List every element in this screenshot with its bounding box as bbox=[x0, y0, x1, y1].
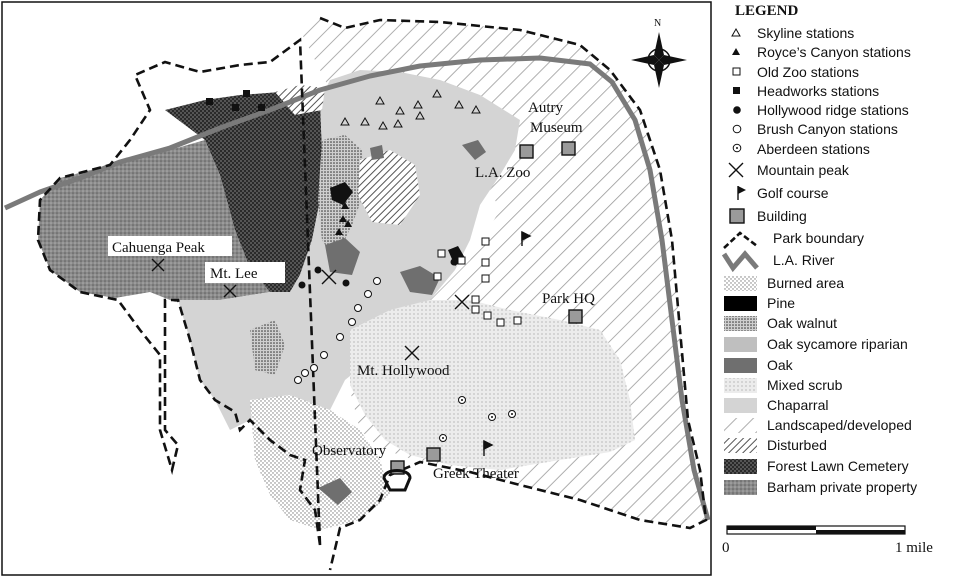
legend-label-park-boundary: Park boundary bbox=[773, 230, 864, 246]
park-boundary bbox=[36, 16, 708, 571]
la-river bbox=[3, 55, 711, 521]
gray-pale-swatch bbox=[724, 398, 757, 413]
oak-walnut-area-south bbox=[250, 320, 285, 375]
observatory-outline bbox=[382, 469, 412, 492]
legend-label-skyline: Skyline stations bbox=[757, 25, 854, 41]
mixed-scrub-area bbox=[350, 300, 635, 470]
scale-bar bbox=[726, 525, 906, 535]
gray-stipple-swatch bbox=[724, 480, 757, 495]
legend-label-forest-lawn: Forest Lawn Cemetery bbox=[767, 458, 909, 474]
burned-area bbox=[250, 395, 390, 530]
aberdeen-station-dots bbox=[442, 399, 513, 439]
zigzag-river-icon bbox=[721, 250, 759, 273]
legend-label-brush-canyon: Brush Canyon stations bbox=[757, 121, 898, 137]
gray-light-swatch bbox=[724, 337, 757, 352]
building-square-icon bbox=[729, 208, 745, 224]
north-label: N bbox=[654, 18, 661, 29]
legend-label-building: Building bbox=[757, 208, 807, 224]
stipple-fine-swatch bbox=[724, 276, 757, 291]
circle-filled-icon bbox=[733, 106, 741, 114]
legend-label-old-zoo: Old Zoo stations bbox=[757, 64, 859, 80]
legend-label-royces: Royce’s Canyon stations bbox=[757, 44, 911, 60]
forest-lawn-cemetery bbox=[165, 92, 322, 292]
aberdeen-stations bbox=[439, 396, 516, 442]
brush-canyon-stations bbox=[294, 277, 381, 384]
legend-label-golf-course: Golf course bbox=[757, 185, 829, 201]
square-filled-icon bbox=[733, 87, 740, 94]
label-la-zoo: L.A. Zoo bbox=[475, 165, 530, 181]
legend-label-burned-area: Burned area bbox=[767, 275, 844, 291]
label-autry-1: Autry bbox=[528, 100, 563, 116]
label-greek-theater: Greek Theater bbox=[433, 466, 519, 482]
x-cross-icon bbox=[728, 162, 744, 178]
golf-course-flags bbox=[483, 230, 532, 456]
stipple-light-swatch bbox=[724, 378, 757, 393]
stipple-dense-swatch bbox=[724, 316, 757, 331]
hatch-dense-swatch bbox=[724, 438, 757, 453]
label-autry-2: Museum bbox=[530, 120, 583, 136]
oak-patch-3 bbox=[462, 140, 486, 160]
hollywood-ridge-stations bbox=[298, 258, 458, 289]
triangle-open-icon bbox=[731, 27, 741, 37]
barham-property bbox=[38, 140, 270, 302]
chaparral-area bbox=[178, 70, 520, 480]
circle-dot-center bbox=[736, 147, 738, 149]
legend-title: LEGEND bbox=[735, 3, 799, 19]
oak-patch-5 bbox=[318, 478, 352, 505]
legend-label-mixed-scrub: Mixed scrub bbox=[767, 377, 843, 393]
legend-label-landscaped: Landscaped/developed bbox=[767, 417, 912, 433]
disturbed-area bbox=[358, 150, 420, 225]
circle-open-icon bbox=[732, 124, 742, 134]
square-open-icon bbox=[732, 67, 741, 76]
label-bg-cahuenga bbox=[108, 236, 232, 256]
label-mt-hollywood: Mt. Hollywood bbox=[357, 363, 450, 379]
legend-label-la-river: L.A. River bbox=[773, 252, 835, 268]
black-swatch bbox=[724, 296, 757, 311]
triangle-filled-icon bbox=[732, 48, 740, 55]
pine-patch bbox=[330, 182, 353, 205]
headworks-stations bbox=[206, 90, 265, 111]
legend-label-pine: Pine bbox=[767, 295, 795, 311]
legend-label-headworks: Headworks stations bbox=[757, 83, 879, 99]
legend-label-oak: Oak bbox=[767, 357, 794, 373]
oak-patch bbox=[325, 238, 360, 275]
label-observatory: Observatory bbox=[312, 443, 387, 459]
north-arrow-icon bbox=[631, 32, 687, 88]
checker-dark-swatch bbox=[724, 459, 757, 474]
legend: Skyline stations Royce’s Canyon stations… bbox=[721, 25, 917, 495]
hatch-light-swatch bbox=[724, 418, 757, 433]
scale-end-label: 1 mile bbox=[895, 540, 933, 556]
legend-label-mountain-peak: Mountain peak bbox=[757, 162, 850, 178]
dashed-boundary-icon bbox=[723, 231, 758, 249]
mountain-peaks bbox=[151, 258, 470, 361]
old-zoo-stations bbox=[433, 237, 522, 327]
legend-label-hollywood-ridge: Hollywood ridge stations bbox=[757, 102, 909, 118]
royces-canyon-stations bbox=[335, 202, 352, 235]
label-park-hq: Park HQ bbox=[542, 291, 595, 307]
flag-icon bbox=[737, 186, 746, 200]
label-mt-lee: Mt. Lee bbox=[210, 266, 258, 282]
gray-dark-swatch bbox=[724, 358, 757, 373]
legend-label-oak-walnut: Oak walnut bbox=[767, 315, 837, 331]
oak-patch-2 bbox=[400, 266, 440, 295]
scale-start-label: 0 bbox=[722, 540, 730, 556]
legend-label-barham: Barham private property bbox=[767, 479, 917, 495]
legend-label-disturbed: Disturbed bbox=[767, 437, 827, 453]
oak-patch-4 bbox=[370, 145, 384, 160]
label-bg-mt-lee bbox=[205, 262, 285, 283]
legend-label-chaparral: Chaparral bbox=[767, 397, 828, 413]
label-cahuenga-peak: Cahuenga Peak bbox=[112, 240, 205, 256]
skyline-stations bbox=[340, 88, 481, 130]
legend-label-oak-sycamore: Oak sycamore riparian bbox=[767, 336, 908, 352]
legend-label-aberdeen: Aberdeen stations bbox=[757, 141, 870, 157]
